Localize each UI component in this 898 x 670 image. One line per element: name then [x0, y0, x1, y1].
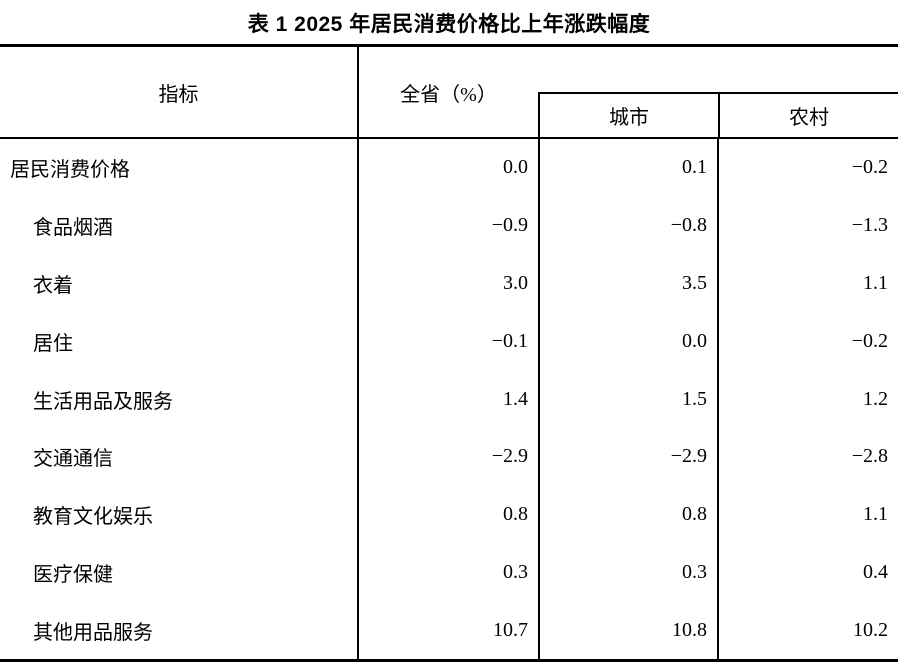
value-province: 10.7	[493, 618, 528, 641]
value-rural: 10.2	[717, 601, 898, 660]
header-rural: 农村	[718, 94, 898, 137]
value-rural: −2.8	[717, 427, 898, 486]
table-row: 食品烟酒 −0.9 −0.8 −1.3	[0, 196, 898, 255]
value-province: −2.9	[491, 445, 528, 468]
value-province: 3.0	[503, 271, 528, 294]
table-row: 医疗保健 0.3 0.3 0.4	[0, 543, 898, 602]
row-label: 生活用品及服务	[0, 370, 359, 428]
value-city: 0.3	[538, 543, 717, 602]
value-rural: 1.1	[717, 485, 898, 544]
row-label: 教育文化娱乐	[0, 485, 359, 544]
value-province: 0.0	[503, 156, 528, 179]
value-city: 1.5	[538, 370, 717, 428]
value-province: 0.3	[503, 560, 528, 583]
value-province: −0.9	[491, 214, 528, 237]
table-body: 居民消费价格 0.0 0.1 −0.2 食品烟酒 −0.9 −0.8 −1.3 …	[0, 139, 898, 660]
value-city: 0.1	[538, 139, 717, 197]
row-label: 交通通信	[0, 427, 359, 486]
table-row: 其他用品服务 10.7 10.8 10.2	[0, 601, 898, 660]
value-rural: −0.2	[717, 139, 898, 197]
row-label: 其他用品服务	[0, 601, 359, 660]
row-label: 医疗保健	[0, 543, 359, 602]
value-rural: 1.2	[717, 370, 898, 428]
value-province: −0.1	[491, 329, 528, 352]
value-province: 1.4	[503, 387, 528, 410]
header-province: 全省（%）	[400, 83, 497, 106]
header-indicator: 指标	[0, 47, 359, 137]
value-city: −2.9	[538, 427, 717, 486]
value-city: 10.8	[538, 601, 717, 660]
value-city: −0.8	[538, 196, 717, 255]
value-province: 0.8	[503, 503, 528, 526]
table-row: 教育文化娱乐 0.8 0.8 1.1	[0, 485, 898, 544]
table-row: 居住 −0.1 0.0 −0.2	[0, 312, 898, 371]
table-row: 居民消费价格 0.0 0.1 −0.2	[0, 139, 898, 197]
table-row: 衣着 3.0 3.5 1.1	[0, 254, 898, 313]
value-rural: 1.1	[717, 254, 898, 313]
header-subgroup: 城市 农村	[538, 92, 898, 137]
table-title: 表 1 2025 年居民消费价格比上年涨跌幅度	[247, 13, 651, 36]
value-city: 0.8	[538, 485, 717, 544]
row-label: 居住	[0, 312, 359, 371]
value-city: 0.0	[538, 312, 717, 371]
row-label: 衣着	[0, 254, 359, 313]
header-city: 城市	[609, 107, 649, 129]
row-label: 居民消费价格	[0, 139, 359, 197]
value-rural: −0.2	[717, 312, 898, 371]
value-rural: −1.3	[717, 196, 898, 255]
table-header: 指标 全省（%） 城市 农村	[0, 47, 898, 139]
value-rural: 0.4	[717, 543, 898, 602]
table-row: 交通通信 −2.9 −2.9 −2.8	[0, 427, 898, 486]
row-label: 食品烟酒	[0, 196, 359, 255]
table-row: 生活用品及服务 1.4 1.5 1.2	[0, 370, 898, 428]
cpi-table: 指标 全省（%） 城市 农村 居民消费价格 0.0 0.1 −0.2 食品烟酒 …	[0, 44, 898, 662]
value-city: 3.5	[538, 254, 717, 313]
